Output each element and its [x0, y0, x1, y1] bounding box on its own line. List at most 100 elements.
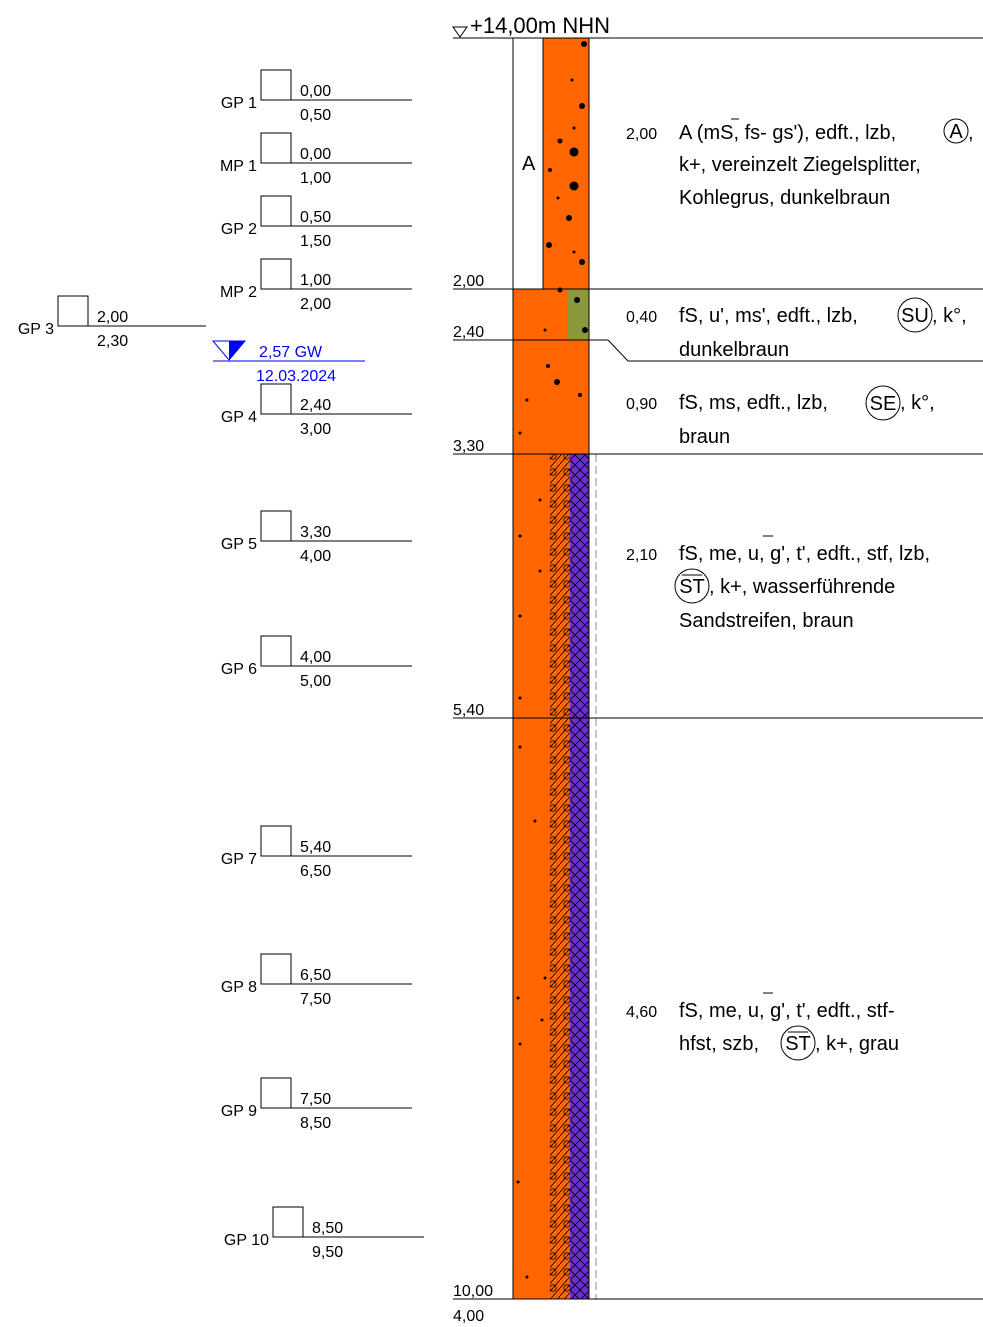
- sample-id: GP 9: [221, 1103, 257, 1120]
- groundwater-date: 12.03.2024: [256, 368, 336, 385]
- sample-box: [260, 132, 292, 164]
- layer-description-line: braun: [679, 426, 730, 448]
- base-label: 4,00: [453, 1308, 484, 1325]
- sample-marker: GP 7 5,40 6,50: [221, 825, 412, 880]
- sample-box: [57, 295, 89, 327]
- layer-description-line: , k+, wasserführende: [709, 576, 895, 598]
- sample-top-depth: 0,00: [300, 146, 331, 163]
- layer-description-line: fS, ms, edft., lzb,: [679, 392, 828, 414]
- layer-3-fill: [513, 340, 589, 454]
- layer-1-fill: [542, 37, 590, 290]
- depth-label: 2,00: [453, 273, 484, 290]
- boundary-leader: [607, 339, 983, 362]
- depth-label: 3,30: [453, 438, 484, 455]
- layer-thickness: 0,40: [626, 309, 657, 326]
- grain-dot: [516, 996, 520, 1000]
- sample-bottom-depth: 4,00: [300, 548, 331, 565]
- sample-id: GP 1: [221, 95, 257, 112]
- sample-bottom-depth: 2,30: [97, 333, 128, 350]
- layer-4-5-gravel-band: [550, 454, 570, 1299]
- sample-box: [260, 1077, 292, 1109]
- grain-dot: [579, 259, 585, 265]
- sample-id: GP 4: [221, 409, 257, 426]
- datum-marker: +14,00m NHN: [452, 13, 983, 39]
- sample-id: GP 2: [221, 221, 257, 238]
- grain-dot: [570, 78, 574, 82]
- layer-description-line: fS, u', ms', edft., lzb,: [679, 305, 858, 327]
- layer-descriptions: 2,00 A (mS, fs- gs'), edft., lzb, A , k+…: [626, 118, 974, 1061]
- sample-bottom-depth: 8,50: [300, 1115, 331, 1132]
- soil-group-circle: [780, 1025, 816, 1061]
- layer-description-line: k+, vereinzelt Ziegelsplitter,: [679, 154, 921, 176]
- layer-description-line: Sandstreifen, braun: [679, 610, 854, 632]
- grain-dot: [566, 215, 572, 221]
- grain-dot: [582, 327, 588, 333]
- sample-bottom-depth: 9,50: [312, 1244, 343, 1261]
- sample-list: GP 1 0,00 0,50 MP 1 0,00 1,00 GP 2 0,50 1,50 MP 2…: [18, 69, 424, 1261]
- layer-description-line: dunkelbraun: [679, 339, 789, 361]
- sample-box: [260, 258, 292, 290]
- sample-top-depth: 3,30: [300, 524, 331, 541]
- sample-top-depth: 2,40: [300, 397, 331, 414]
- sample-bottom-depth: 1,50: [300, 233, 331, 250]
- soil-group-circle: [943, 118, 969, 144]
- grain-dot: [538, 498, 542, 502]
- sample-id: MP 1: [220, 158, 257, 175]
- grain-dots: [516, 41, 588, 1279]
- grain-dot: [518, 1042, 522, 1046]
- datum-triangle-icon: [452, 26, 468, 38]
- grain-dot: [518, 431, 522, 435]
- sample-box: [260, 953, 292, 985]
- depth-label: 2,40: [453, 324, 484, 341]
- layer-boundaries: [453, 288, 983, 1300]
- sample-bottom-depth: 5,00: [300, 673, 331, 690]
- grain-dot: [569, 181, 579, 191]
- groundwater-triangle-fill: [229, 341, 245, 360]
- grain-dot: [581, 41, 587, 47]
- grain-dot: [546, 242, 552, 248]
- sample-bottom-depth: 6,50: [300, 863, 331, 880]
- grain-dot: [516, 1180, 520, 1184]
- layer-description-line: hfst, szb,: [679, 1033, 759, 1055]
- depth-label: 10,00: [453, 1283, 493, 1300]
- sample-marker: GP 4 2,40 3,00: [221, 383, 412, 438]
- depth-labels: 2,00 2,40 3,30 5,40 10,00 4,00: [453, 273, 493, 1325]
- sample-id: GP 5: [221, 536, 257, 553]
- grain-dot: [518, 534, 522, 538]
- layer-thickness: 2,00: [626, 126, 657, 143]
- grain-dot: [579, 103, 585, 109]
- datum-label: +14,00m NHN: [470, 13, 610, 38]
- sample-bottom-depth: 7,50: [300, 991, 331, 1008]
- layer-description-line: , k+, grau: [815, 1033, 899, 1055]
- grain-dot: [556, 196, 560, 200]
- sample-id: GP 3: [18, 321, 54, 338]
- sample-top-depth: 5,40: [300, 839, 331, 856]
- grain-dot: [538, 569, 542, 573]
- layer-description-line: fS, me, u, g', t', edft., stf, lzb,: [679, 543, 930, 565]
- sample-marker: GP 10 8,50 9,50: [224, 1206, 424, 1261]
- fill-column-label: A: [522, 153, 536, 175]
- sample-bottom-depth: 3,00: [300, 421, 331, 438]
- sample-marker: GP 6 4,00 5,00: [221, 635, 412, 690]
- grain-dot: [578, 393, 582, 397]
- soil-group-code: ST: [679, 576, 705, 598]
- sample-id: GP 8: [221, 979, 257, 996]
- grain-dot: [540, 1018, 544, 1022]
- sample-top-depth: 0,50: [300, 209, 331, 226]
- grain-dot: [525, 398, 529, 402]
- grain-dot: [546, 364, 550, 368]
- groundwater-marker: 2,57 GW 12.03.2024: [211, 340, 365, 385]
- borehole-column: A: [512, 37, 597, 1300]
- grain-dot: [574, 297, 580, 303]
- grain-dot: [525, 1275, 529, 1279]
- depth-label: 5,40: [453, 702, 484, 719]
- sample-top-depth: 6,50: [300, 967, 331, 984]
- sample-bottom-depth: 2,00: [300, 296, 331, 313]
- grain-dot: [572, 126, 576, 130]
- sample-box: [272, 1206, 304, 1238]
- grain-dot: [518, 745, 522, 749]
- sample-top-depth: 4,00: [300, 649, 331, 666]
- soil-group-code: A: [949, 121, 963, 143]
- sample-top-depth: 7,50: [300, 1091, 331, 1108]
